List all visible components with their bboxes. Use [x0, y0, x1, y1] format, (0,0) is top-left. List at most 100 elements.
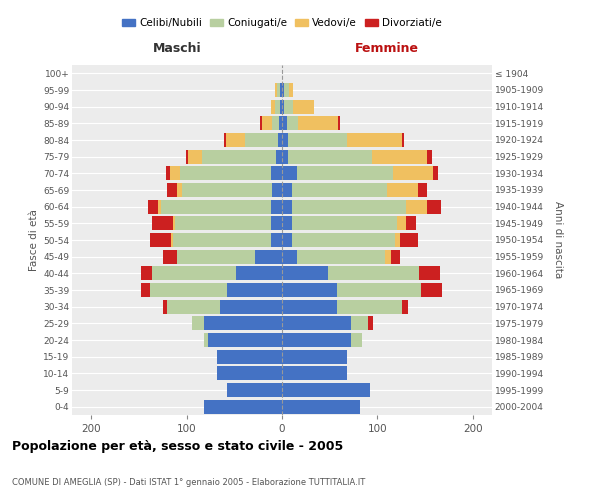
- Bar: [282, 333, 351, 347]
- Bar: [400, 233, 418, 247]
- Bar: [173, 216, 175, 230]
- Bar: [328, 266, 419, 280]
- Bar: [337, 283, 421, 297]
- Bar: [185, 150, 187, 164]
- Bar: [182, 183, 272, 197]
- Bar: [337, 300, 402, 314]
- Bar: [393, 166, 433, 180]
- Bar: [192, 316, 204, 330]
- Bar: [293, 100, 314, 114]
- Bar: [177, 183, 182, 197]
- Bar: [150, 283, 227, 297]
- Bar: [166, 166, 170, 180]
- Bar: [292, 216, 397, 230]
- Bar: [406, 216, 416, 230]
- Bar: [152, 216, 173, 230]
- Bar: [227, 283, 282, 297]
- Bar: [292, 200, 406, 214]
- Bar: [282, 366, 347, 380]
- Bar: [351, 333, 362, 347]
- Bar: [163, 300, 167, 314]
- Bar: [292, 233, 395, 247]
- Bar: [141, 266, 152, 280]
- Bar: [171, 233, 173, 247]
- Bar: [208, 333, 282, 347]
- Bar: [288, 133, 347, 147]
- Bar: [282, 350, 347, 364]
- Text: Popolazione per età, sesso e stato civile - 2005: Popolazione per età, sesso e stato civil…: [12, 440, 343, 453]
- Bar: [170, 166, 180, 180]
- Bar: [180, 166, 271, 180]
- Bar: [289, 83, 293, 97]
- Legend: Celibi/Nubili, Coniugati/e, Vedovi/e, Divorziati/e: Celibi/Nubili, Coniugati/e, Vedovi/e, Di…: [118, 14, 446, 32]
- Bar: [282, 200, 292, 214]
- Bar: [282, 316, 351, 330]
- Bar: [338, 116, 340, 130]
- Bar: [282, 116, 287, 130]
- Bar: [402, 300, 408, 314]
- Bar: [167, 183, 177, 197]
- Bar: [282, 183, 292, 197]
- Bar: [282, 216, 292, 230]
- Bar: [427, 200, 442, 214]
- Bar: [220, 300, 282, 314]
- Bar: [282, 383, 370, 397]
- Bar: [271, 100, 275, 114]
- Bar: [292, 183, 387, 197]
- Bar: [204, 333, 208, 347]
- Bar: [280, 100, 282, 114]
- Bar: [255, 250, 282, 264]
- Bar: [282, 133, 288, 147]
- Bar: [282, 100, 284, 114]
- Bar: [277, 83, 280, 97]
- Bar: [282, 300, 337, 314]
- Bar: [406, 200, 427, 214]
- Bar: [297, 250, 385, 264]
- Bar: [397, 216, 406, 230]
- Bar: [271, 166, 282, 180]
- Bar: [226, 133, 245, 147]
- Bar: [224, 133, 226, 147]
- Bar: [282, 233, 292, 247]
- Bar: [391, 250, 400, 264]
- Bar: [275, 83, 277, 97]
- Bar: [148, 200, 158, 214]
- Text: COMUNE DI AMEGLIA (SP) - Dati ISTAT 1° gennaio 2005 - Elaborazione TUTTITALIA.IT: COMUNE DI AMEGLIA (SP) - Dati ISTAT 1° g…: [12, 478, 365, 487]
- Bar: [173, 233, 271, 247]
- Bar: [288, 150, 372, 164]
- Bar: [272, 183, 282, 197]
- Bar: [217, 366, 282, 380]
- Bar: [284, 83, 289, 97]
- Bar: [236, 266, 282, 280]
- Y-axis label: Fasce di età: Fasce di età: [29, 209, 39, 271]
- Text: Maschi: Maschi: [152, 42, 202, 55]
- Bar: [141, 283, 150, 297]
- Bar: [245, 133, 278, 147]
- Bar: [402, 133, 404, 147]
- Bar: [419, 266, 440, 280]
- Bar: [202, 150, 276, 164]
- Bar: [280, 83, 282, 97]
- Bar: [433, 166, 437, 180]
- Bar: [271, 216, 282, 230]
- Bar: [150, 233, 171, 247]
- Bar: [282, 283, 337, 297]
- Bar: [282, 150, 288, 164]
- Bar: [427, 150, 432, 164]
- Y-axis label: Anni di nascita: Anni di nascita: [553, 202, 563, 278]
- Bar: [161, 200, 271, 214]
- Bar: [368, 316, 373, 330]
- Bar: [347, 133, 402, 147]
- Bar: [287, 116, 298, 130]
- Bar: [271, 200, 282, 214]
- Bar: [395, 233, 400, 247]
- Bar: [275, 100, 280, 114]
- Bar: [421, 283, 442, 297]
- Bar: [177, 250, 255, 264]
- Bar: [276, 150, 282, 164]
- Bar: [297, 166, 393, 180]
- Bar: [175, 216, 271, 230]
- Bar: [217, 350, 282, 364]
- Bar: [282, 83, 284, 97]
- Bar: [282, 266, 328, 280]
